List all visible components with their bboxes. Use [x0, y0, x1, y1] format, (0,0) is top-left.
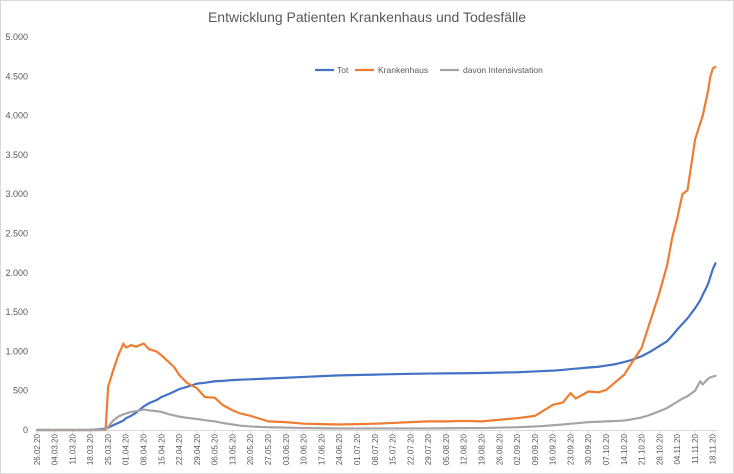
chart-title: Entwicklung Patienten Krankenhaus und To…: [208, 9, 526, 25]
x-tick-label: 09.09.20: [531, 433, 540, 465]
y-tick-label: 1.500: [5, 307, 28, 317]
legend-label-krankenhaus: Krankenhaus: [378, 65, 428, 75]
legend-item-tot: Tot: [315, 65, 349, 75]
x-tick-label: 23.09.20: [566, 433, 575, 465]
x-tick-label: 20.05.20: [246, 433, 255, 465]
x-axis: 26.02.20 04.03.20 11.03.20 18.03.20 25.03.20…: [33, 430, 718, 465]
x-tick-label: 14.10.20: [620, 433, 629, 465]
x-tick-label: 01.07.20: [353, 433, 362, 465]
y-axis-tick-labels: 0 500 1.000 1.500 2.000 2.500 3.000 3.500 4.000 4…: [5, 32, 28, 435]
y-tick-label: 0: [23, 425, 28, 435]
x-tick-label: 18.03.20: [86, 433, 95, 465]
x-tick-label: 16.09.20: [549, 433, 558, 465]
y-tick-label: 3.500: [5, 150, 28, 160]
x-tick-label: 24.06.20: [335, 433, 344, 465]
legend-item-krankenhaus: Krankenhaus: [355, 65, 428, 75]
x-tick-label: 26.02.20: [33, 433, 42, 465]
x-tick-label: 15.04.20: [157, 433, 166, 465]
x-tick-label: 03.06.20: [282, 433, 291, 465]
x-tick-label: 07.10.20: [602, 433, 611, 465]
x-tick-label: 05.08.20: [442, 433, 451, 465]
x-tick-label: 27.05.20: [264, 433, 273, 465]
y-tick-label: 5.000: [5, 32, 28, 42]
x-tick-label: 25.03.20: [104, 433, 113, 465]
x-tick-label: 18.11.20: [709, 433, 718, 464]
x-tick-label: 17.06.20: [317, 433, 326, 465]
x-tick-label: 11.03.20: [68, 433, 77, 464]
chart-legend: Tot Krankenhaus davon Intensivstation: [315, 65, 543, 75]
legend-label-tot: Tot: [337, 65, 349, 75]
x-tick-label: 06.05.20: [211, 433, 220, 465]
x-tick-label: 30.09.20: [584, 433, 593, 465]
x-tick-label: 28.10.20: [655, 433, 664, 465]
y-tick-label: 500: [13, 386, 28, 396]
x-tick-label: 04.03.20: [51, 433, 60, 465]
y-tick-label: 4.000: [5, 111, 28, 121]
series-lines: [35, 65, 717, 432]
y-tick-label: 4.500: [5, 71, 28, 81]
x-tick-label: 08.04.20: [140, 433, 149, 465]
x-tick-label: 13.05.20: [228, 433, 237, 465]
x-tick-label: 04.11.20: [673, 433, 682, 464]
x-tick-label: 26.08.20: [495, 433, 504, 465]
x-tick-label: 01.04.20: [122, 433, 131, 465]
y-tick-label: 2.500: [5, 229, 28, 239]
series-line-intensivstation: [35, 374, 717, 432]
y-tick-label: 3.000: [5, 189, 28, 199]
x-tick-label: 19.08.20: [477, 433, 486, 465]
x-tick-label: 12.08.20: [460, 433, 469, 465]
legend-label-intensivstation: davon Intensivstation: [463, 65, 543, 75]
x-tick-label: 21.10.20: [638, 433, 647, 465]
x-tick-label: 11.11.20: [691, 433, 700, 464]
x-tick-label: 15.07.20: [389, 433, 398, 465]
series-line-tot: [35, 262, 717, 432]
y-tick-label: 2.000: [5, 268, 28, 278]
y-tick-label: 1.000: [5, 346, 28, 356]
series-line-krankenhaus: [35, 65, 717, 432]
x-tick-label: 10.06.20: [300, 433, 309, 465]
x-tick-label: 02.09.20: [513, 433, 522, 465]
legend-item-intensivstation: davon Intensivstation: [440, 65, 543, 75]
x-tick-label: 29.07.20: [424, 433, 433, 465]
x-tick-label: 29.04.20: [193, 433, 202, 465]
x-tick-label: 22.04.20: [175, 433, 184, 465]
x-tick-label: 08.07.20: [371, 433, 380, 465]
x-tick-label: 22.07.20: [406, 433, 415, 465]
